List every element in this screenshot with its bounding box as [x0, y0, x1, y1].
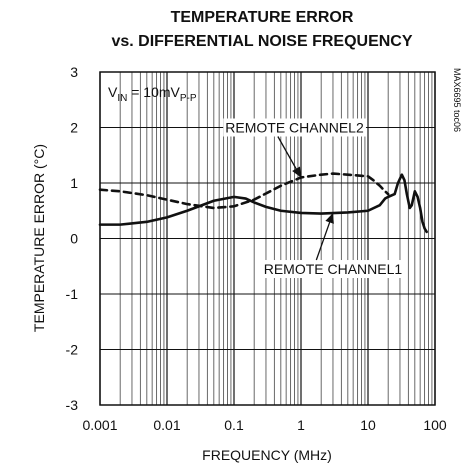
plot-frame: [99, 71, 436, 406]
x-tick-label: 0.1: [224, 417, 244, 433]
y-tick-label: -2: [66, 342, 79, 358]
y-tick-label: -1: [66, 286, 79, 302]
annotation-label-1: REMOTE CHANNEL2: [225, 120, 364, 136]
annotation-layer: REMOTE CHANNEL2 REMOTE CHANNEL1: [223, 118, 405, 279]
x-tick-label: 100: [423, 417, 447, 433]
condition-sub1: IN: [117, 93, 127, 104]
y-tick-label: 0: [70, 231, 78, 247]
annotation-bg-1: [223, 118, 366, 137]
x-tick-label: 1: [297, 417, 305, 433]
annotation-bg-2: [261, 260, 405, 279]
condition-main: V: [108, 84, 118, 100]
x-tick-labels: 0.001 0.01 0.1 1 10 100: [82, 417, 446, 433]
y-tick-labels: 3 2 1 0 -1 -2 -3: [66, 64, 79, 413]
y-tick-label: 3: [70, 64, 78, 80]
annotation-label-2: REMOTE CHANNEL1: [264, 261, 403, 277]
chart-title-line1: TEMPERATURE ERROR: [171, 9, 354, 26]
y-axis-label: TEMPERATURE ERROR (°C): [31, 144, 47, 332]
series-line-1: [98, 173, 428, 234]
x-tick-label: 0.01: [153, 417, 180, 433]
condition-mid: = 10mV: [127, 84, 180, 100]
condition-sub2: P-P: [180, 93, 197, 104]
x-axis-label: FREQUENCY (MHz): [202, 447, 332, 463]
y-tick-label: -3: [66, 397, 79, 413]
x-tick-label: 10: [360, 417, 376, 433]
y-tick-label: 2: [70, 120, 78, 136]
annotation-arrowhead-1: [292, 166, 301, 178]
part-code: MAX6695 toc06: [452, 68, 462, 132]
condition-label: VIN = 10mVP-P: [108, 84, 197, 104]
chart-title-line2: vs. DIFFERENTIAL NOISE FREQUENCY: [111, 33, 412, 50]
series-line-2: [98, 172, 390, 210]
annotation-arrowhead-2: [325, 212, 334, 224]
series-layer: [98, 172, 428, 234]
x-tick-label: 0.001: [82, 417, 117, 433]
y-tick-label: 1: [70, 175, 78, 191]
